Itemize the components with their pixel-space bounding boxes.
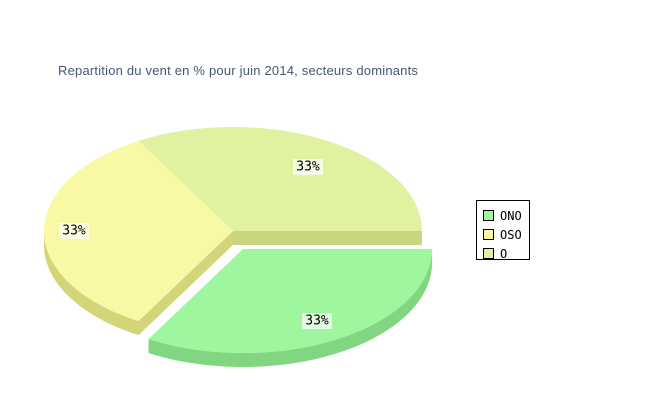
slice-value-label-o: 33%	[296, 160, 320, 175]
legend-box: ONO OSO O	[476, 200, 530, 260]
legend-item-oso: OSO	[483, 225, 529, 244]
legend-swatch-o	[483, 248, 494, 259]
slice-value-label-oso: 33%	[62, 224, 86, 239]
slice-label-background	[302, 313, 332, 329]
legend-swatch-oso	[483, 229, 494, 240]
legend-label-ono: ONO	[500, 208, 522, 223]
slice-label-background	[59, 223, 89, 239]
pie-slice-o	[138, 127, 422, 231]
slice-label-background	[293, 159, 323, 175]
legend-item-o: O	[483, 244, 529, 263]
slice-value-label-ono: 33%	[305, 314, 329, 329]
pie-slice-cut-o	[233, 231, 422, 245]
legend-swatch-ono	[483, 210, 494, 221]
pie-slice-rim-ono	[148, 249, 432, 367]
legend-item-ono: ONO	[483, 206, 529, 225]
legend-label-o: O	[500, 246, 508, 261]
pie-slice-cut-oso	[138, 231, 233, 336]
pie-slice-oso	[44, 140, 233, 322]
legend-label-oso: OSO	[500, 227, 522, 242]
pie-slice-ono	[148, 249, 432, 353]
pie-slice-rim-oso	[44, 231, 139, 336]
chart-title: Repartition du vent en % pour juin 2014,…	[58, 63, 419, 78]
